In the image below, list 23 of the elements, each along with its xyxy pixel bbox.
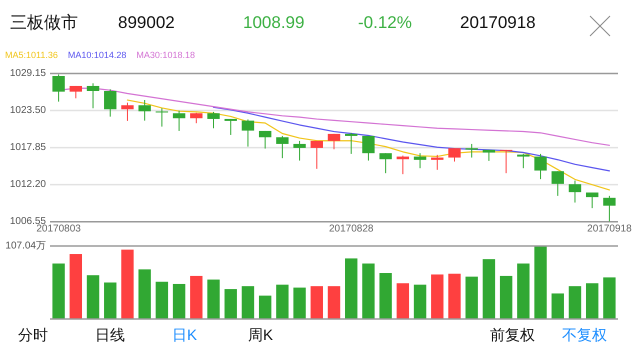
y-tick-label: 1012.20 <box>10 179 46 190</box>
text: 107.04万 <box>5 240 46 252</box>
text: MA30:1018.18 <box>136 50 195 60</box>
y-tick-label: 1029.15 <box>10 68 46 79</box>
text: 1008.99 <box>243 13 304 32</box>
text: 899002 <box>118 13 175 32</box>
x-tick-label: 20170828 <box>328 224 374 235</box>
text: 日K <box>172 327 198 344</box>
line-series <box>212 106 610 172</box>
text: MA10:1014.28 <box>68 50 126 60</box>
text: 周K <box>248 327 274 344</box>
line-series <box>126 99 610 190</box>
y-tick-label: 1023.50 <box>10 105 46 116</box>
text: 不复权 <box>562 327 607 344</box>
text: 前复权 <box>490 327 535 344</box>
x-tick-label: 20170918 <box>587 224 632 235</box>
text: 日线 <box>95 327 125 344</box>
text: -0.12% <box>358 13 412 32</box>
text: 20170918 <box>460 13 536 32</box>
text: 分时 <box>18 327 48 344</box>
y-tick-label: 1017.85 <box>10 142 46 154</box>
text: MA5:1011.36 <box>5 50 58 60</box>
chart-title: 三板做市 <box>10 13 78 32</box>
